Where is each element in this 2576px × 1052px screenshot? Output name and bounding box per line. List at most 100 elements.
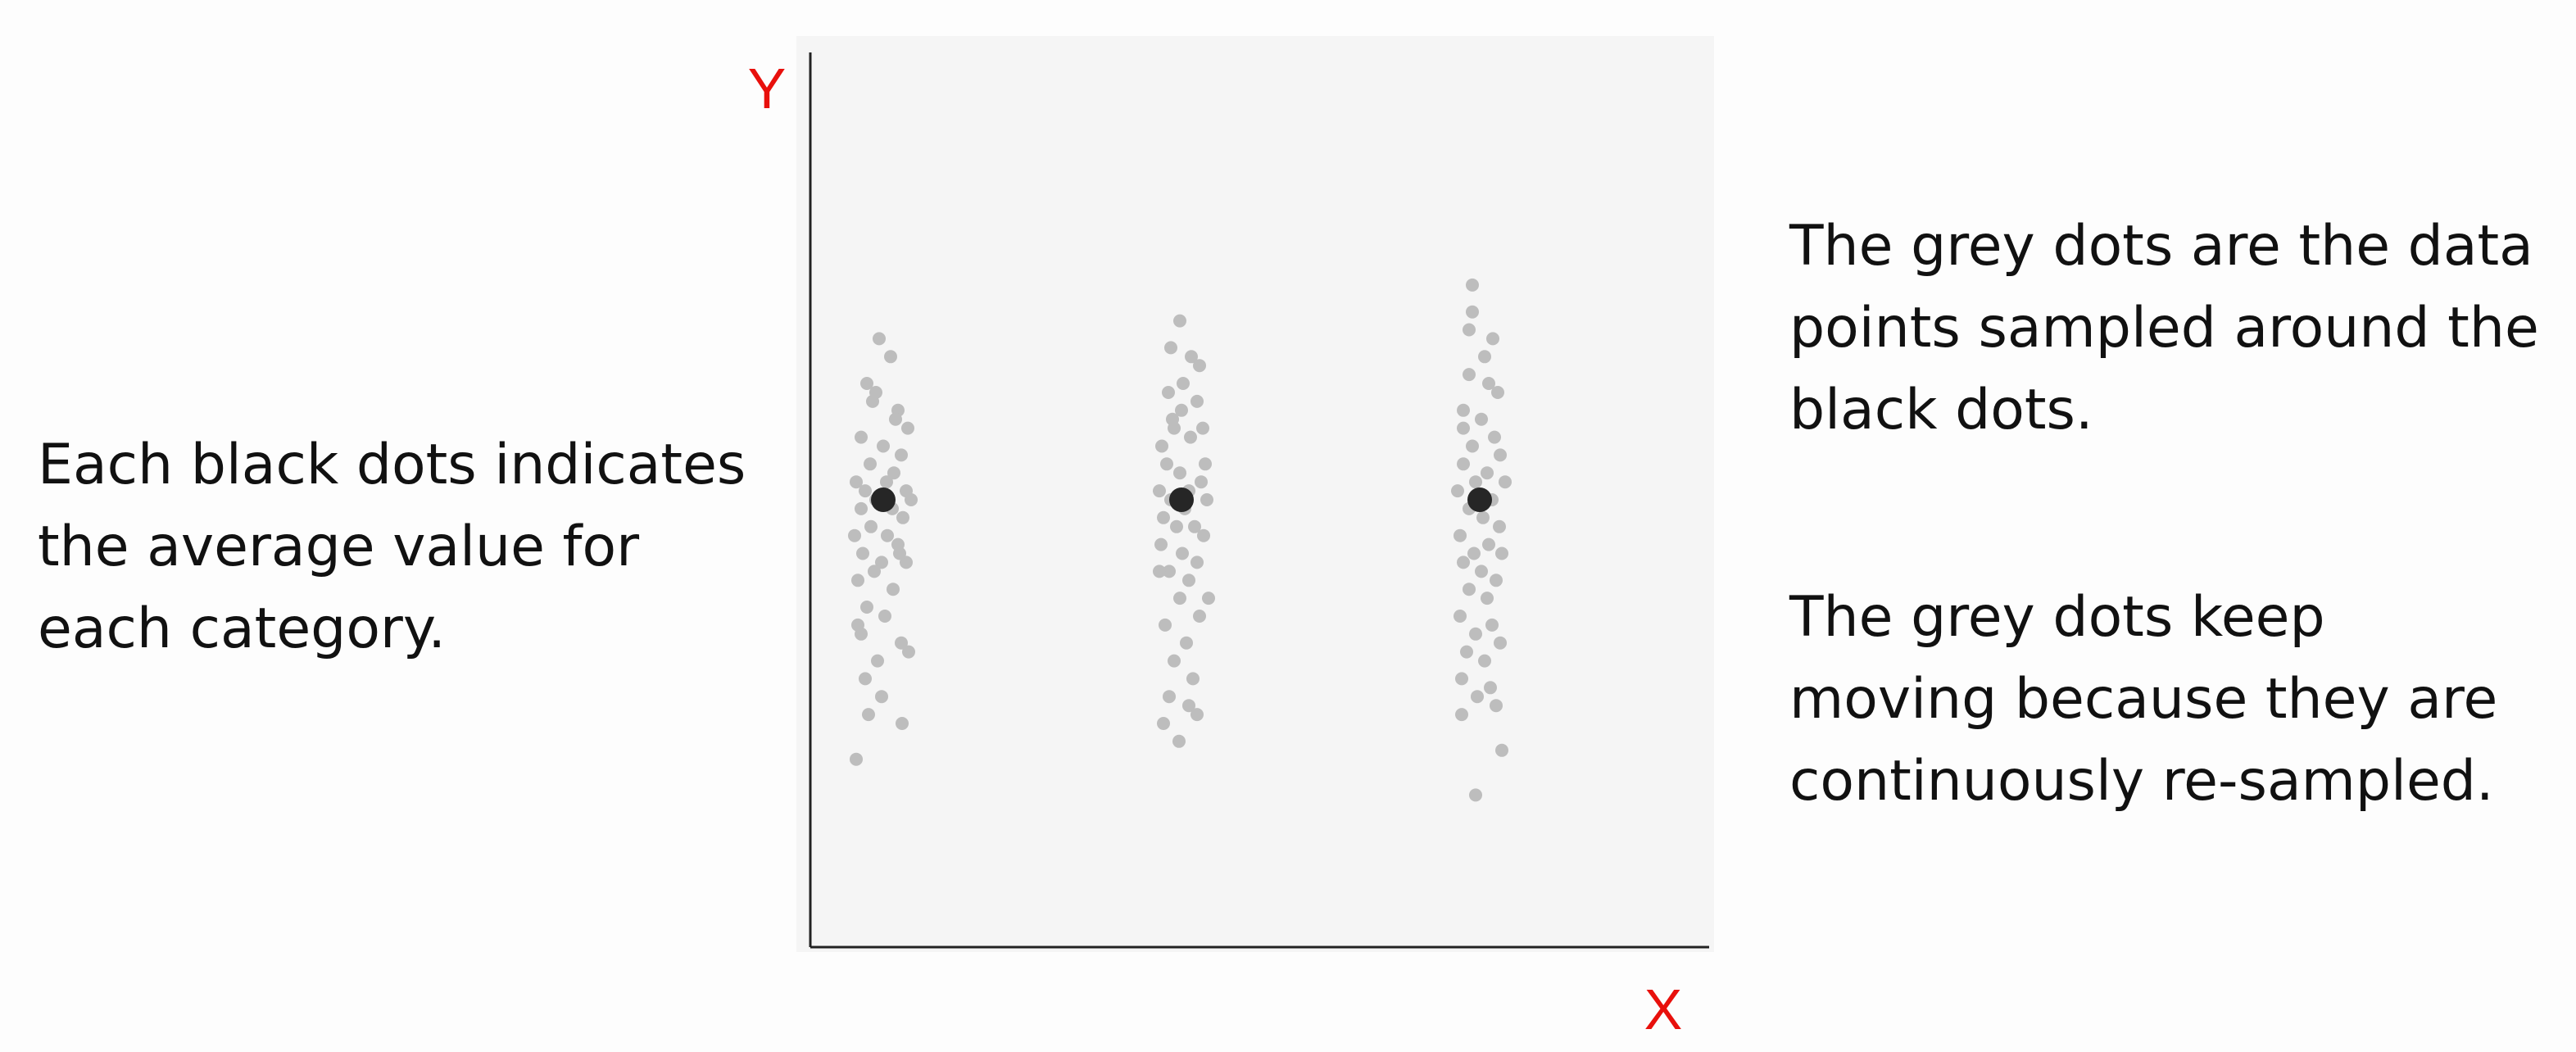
sample-point [1490,574,1503,587]
sample-point [1463,583,1476,596]
sample-point [873,332,886,346]
plot-background [796,36,1714,952]
sample-point [1163,690,1176,704]
sample-point [1457,555,1470,569]
sample-point [878,610,891,623]
sample-point [1190,555,1204,569]
sample-point [1488,430,1501,444]
x-axis-label: X [1644,977,1683,1041]
left-caption-line-3: each category. [38,596,447,661]
sample-point [859,672,872,686]
right-caption-bottom: The grey dots keep moving because they a… [1789,577,2497,823]
sample-point [1469,627,1482,641]
right-caption-bottom-line-3: continuously re-sampled. [1789,749,2494,814]
mean-point-3 [1467,487,1492,512]
sample-point [1177,377,1190,390]
sample-point [1475,412,1488,426]
sample-point [901,421,914,435]
sample-point [1196,421,1209,435]
sample-point [1457,403,1470,417]
sample-point [1455,708,1468,722]
sample-point [1157,510,1170,524]
sample-point [1499,475,1512,489]
sample-point [856,546,869,560]
sample-point [1478,350,1491,364]
sample-point [1463,323,1476,337]
sample-point [905,493,918,506]
sample-point [1485,618,1499,632]
sample-point [1180,636,1193,650]
sample-point [1175,403,1188,417]
sample-point [1454,610,1467,623]
sample-point [871,654,884,668]
right-caption-bottom-line-1: The grey dots keep [1789,585,2325,650]
sample-point [1197,528,1210,542]
right-caption-top-line-3: black dots. [1789,378,2093,442]
sample-point [1190,708,1204,722]
sample-point [850,752,863,766]
sample-point [1193,610,1206,623]
right-caption-top: The grey dots are the data points sample… [1789,206,2539,451]
sample-point [1466,439,1479,453]
sample-point [1478,654,1491,668]
sample-point [1467,546,1481,560]
sample-point [1481,466,1494,480]
sample-point [1471,690,1484,704]
sample-point [889,412,902,426]
sample-point [1164,341,1177,355]
sample-point [895,448,908,462]
sample-point [1173,592,1186,605]
sample-point [1182,574,1195,587]
sample-point [1162,386,1175,399]
sample-point [1173,466,1186,480]
sample-point [887,466,900,480]
sample-point [896,717,909,730]
sample-point [851,618,864,632]
sample-points [848,278,1512,802]
sample-point [1195,475,1208,489]
sample-point [1193,359,1206,373]
sample-point [1154,537,1168,551]
sample-point [1157,717,1170,730]
sample-point [848,528,861,542]
sample-point [1495,546,1508,560]
sample-point [1493,519,1506,533]
sample-point [1153,484,1166,498]
sample-point [1466,305,1479,319]
sample-point [869,386,882,399]
mean-points [871,487,1492,512]
sample-point [884,350,897,364]
sample-point [902,645,915,659]
sample-point [875,690,888,704]
sample-point [1153,565,1166,578]
sample-point [895,636,908,650]
right-caption-top-line-2: points sampled around the [1789,296,2539,360]
sample-point [859,484,872,498]
sample-point [887,583,900,596]
sample-point [1190,394,1204,408]
sample-point [1482,377,1495,390]
sample-point [1475,565,1488,578]
sample-point [1168,654,1181,668]
sample-point [1457,457,1470,471]
sample-point [1495,743,1508,757]
sample-point [1172,734,1186,748]
sample-point [1463,368,1476,382]
sample-point [880,475,893,489]
sample-point [1469,788,1482,802]
sample-point [860,377,873,390]
sample-point [1469,475,1482,489]
sample-point [877,439,890,453]
sample-point [1484,681,1497,695]
sample-point [1457,421,1470,435]
sample-point [896,510,909,524]
sample-point [1476,510,1490,524]
sample-point [1199,457,1212,471]
sample-point [1454,528,1467,542]
sample-point [864,519,878,533]
right-caption-top-line-1: The grey dots are the data [1789,214,2533,279]
sample-point [850,475,863,489]
sample-point [1173,314,1186,328]
sample-point [1494,448,1507,462]
